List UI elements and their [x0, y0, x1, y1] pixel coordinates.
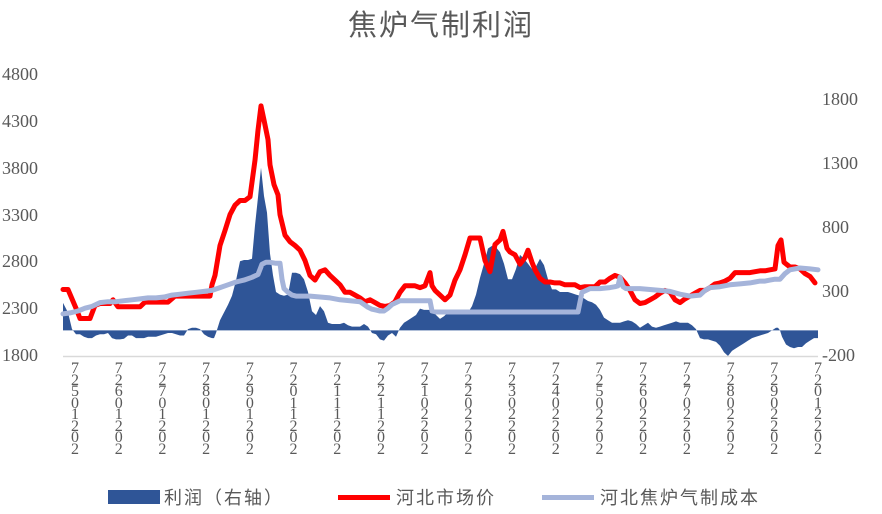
left-y-tick: 2800	[2, 251, 38, 272]
line-series	[60, 103, 821, 321]
left-y-tick: 1800	[2, 345, 38, 365]
legend-item-cost: 河北焦炉气制成本	[542, 484, 760, 510]
left-y-tick: 4800	[2, 64, 38, 84]
profit-area-series	[63, 167, 818, 356]
legend-item-profit: 利润（右轴）	[108, 484, 284, 510]
profit-swatch-icon	[108, 490, 160, 504]
left-y-tick: 3300	[2, 204, 38, 225]
right-y-tick: 1800	[822, 89, 858, 109]
cost-swatch-icon	[542, 494, 594, 500]
legend-label-market-price: 河北市场价	[396, 488, 496, 509]
cost-line	[60, 259, 821, 317]
right-y-tick: 1300	[822, 153, 858, 173]
legend-item-market-price: 河北市场价	[338, 484, 496, 510]
profit-area	[63, 167, 818, 356]
market-price-line	[60, 103, 818, 321]
right-y-tick: -200	[822, 345, 855, 365]
left-y-tick: 2300	[2, 298, 38, 319]
left-y-tick: 4300	[2, 110, 38, 131]
legend: 利润（右轴） 河北市场价 河北焦炉气制成本	[0, 484, 882, 512]
chart-title: 焦炉气制利润	[347, 8, 534, 42]
legend-label-cost: 河北焦炉气制成本	[600, 488, 760, 509]
market-price-swatch-icon	[338, 494, 390, 500]
right-y-tick: 800	[822, 217, 849, 237]
left-y-tick: 3800	[2, 157, 38, 178]
legend-label-profit: 利润（右轴）	[164, 488, 284, 509]
right-y-tick: 300	[822, 281, 849, 301]
